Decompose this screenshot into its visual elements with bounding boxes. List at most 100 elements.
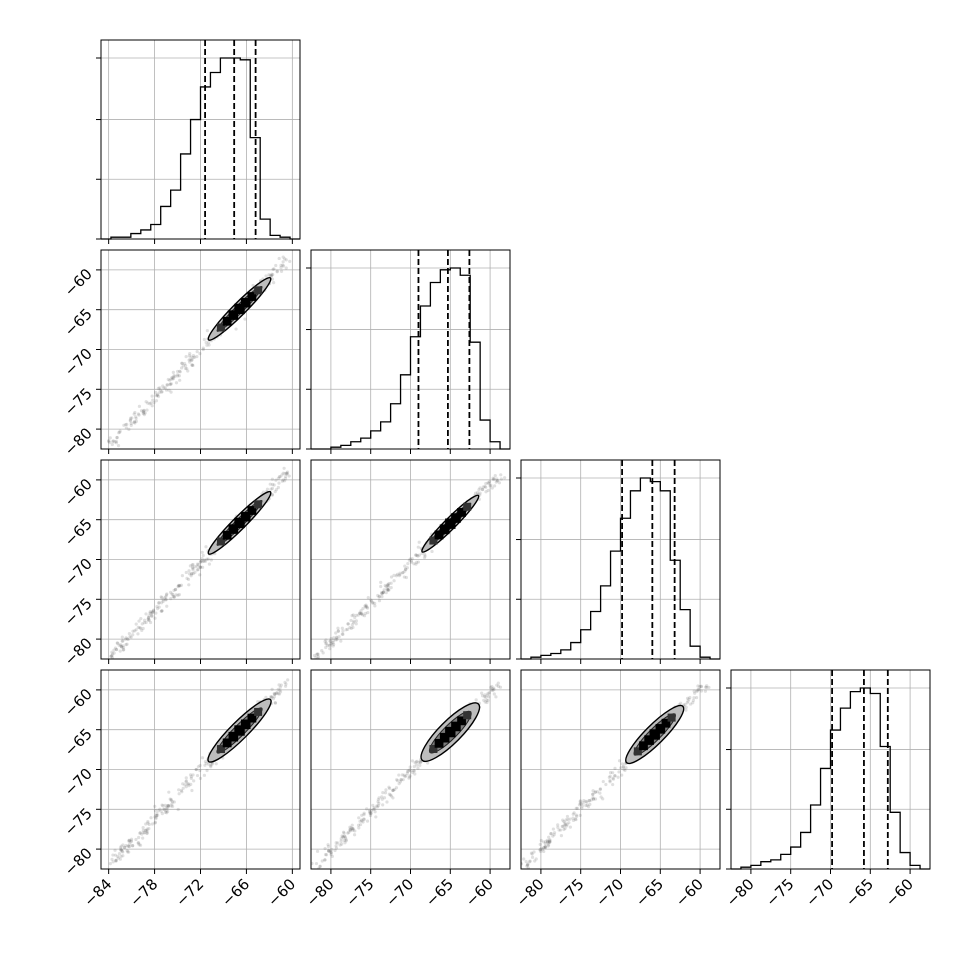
- scatter-point: [283, 257, 287, 261]
- scatter-point: [331, 638, 336, 643]
- scatter-point: [204, 545, 208, 549]
- scatter-point: [689, 702, 693, 706]
- scatter-point: [386, 582, 390, 587]
- scatter-point: [328, 646, 332, 651]
- scatter-point: [198, 560, 202, 564]
- scatter-point: [169, 382, 173, 386]
- scatter-point: [545, 838, 549, 842]
- scatter-point: [164, 597, 168, 602]
- scatter-point: [604, 782, 608, 787]
- scatter-point: [269, 274, 273, 278]
- scatter-point: [386, 588, 390, 592]
- density-block: [247, 292, 257, 301]
- scatter-point: [189, 776, 193, 781]
- scatter-point: [168, 382, 172, 386]
- density-block: [639, 741, 648, 751]
- scatter-point: [413, 772, 417, 776]
- scatter-point: [334, 638, 338, 642]
- density-block: [216, 745, 225, 754]
- scatter-point: [548, 838, 552, 842]
- scatter-point: [543, 840, 548, 844]
- scatter-point: [404, 575, 408, 580]
- scatter-point: [200, 556, 204, 561]
- scatter-point: [187, 784, 191, 788]
- density-block: [240, 511, 251, 522]
- scatter-point: [325, 643, 330, 648]
- scatter-point: [148, 611, 152, 615]
- x-tick-label: −66: [218, 875, 253, 910]
- scatter-point: [623, 762, 627, 766]
- scatter-point: [404, 774, 408, 778]
- scatter-point: [191, 773, 195, 777]
- scatter-point: [121, 645, 126, 650]
- scatter-point: [346, 622, 350, 626]
- scatter-point: [116, 854, 120, 858]
- scatter-point: [533, 859, 537, 863]
- scatter-point: [159, 595, 163, 599]
- scatter-point: [423, 552, 427, 556]
- scatter-point: [140, 628, 144, 632]
- scatter-point: [495, 683, 499, 687]
- scatter-point: [121, 850, 125, 854]
- scatter-point: [196, 765, 201, 769]
- scatter-point: [318, 864, 322, 868]
- scatter-point: [387, 588, 391, 592]
- scatter-point: [619, 766, 623, 770]
- scatter-point: [150, 404, 154, 408]
- scatter-point: [114, 858, 118, 863]
- scatter-point: [547, 835, 551, 839]
- density-block: [667, 713, 676, 722]
- scatter-point: [209, 558, 213, 562]
- scatter-point: [151, 608, 156, 612]
- scatter-point: [284, 258, 288, 262]
- scatter-point: [383, 583, 387, 588]
- density-block: [216, 323, 225, 332]
- scatter-point: [112, 648, 116, 652]
- scatter-point: [281, 255, 285, 259]
- scatter-point: [114, 859, 118, 863]
- scatter-point: [283, 471, 287, 476]
- scatter-point: [593, 790, 597, 794]
- scatter-point: [330, 847, 334, 852]
- scatter-point: [694, 695, 699, 700]
- scatter-point: [538, 842, 542, 847]
- scatter-point: [593, 790, 597, 794]
- scatter-point: [335, 636, 339, 640]
- scatter-point: [108, 862, 112, 866]
- x-tick-label: −75: [762, 875, 797, 910]
- scatter-point: [575, 814, 579, 818]
- scatter-point: [119, 844, 123, 848]
- scatter-point: [334, 631, 338, 635]
- scatter-point: [486, 488, 490, 493]
- density-block: [222, 316, 232, 326]
- scatter-point: [189, 358, 194, 362]
- scatter-point: [199, 559, 203, 563]
- scatter-point: [268, 273, 272, 278]
- scatter-point: [546, 840, 550, 844]
- scatter-point: [134, 416, 138, 421]
- scatter-point: [379, 584, 383, 589]
- scatter-point: [147, 616, 151, 620]
- scatter-point: [181, 782, 185, 786]
- scatter-point: [530, 855, 535, 859]
- scatter-point: [359, 609, 363, 613]
- scatter-point: [270, 687, 274, 691]
- scatter-point: [279, 683, 283, 687]
- scatter-point: [157, 391, 161, 395]
- scatter-point: [685, 696, 690, 700]
- scatter-point: [591, 797, 596, 801]
- scatter-point: [584, 799, 588, 804]
- density-block: [234, 725, 245, 736]
- scatter-point: [376, 800, 380, 804]
- scatter-point: [166, 809, 170, 814]
- scatter-point: [385, 587, 389, 591]
- scatter-point: [375, 804, 379, 808]
- scatter-point: [333, 848, 337, 853]
- scatter-point: [180, 361, 184, 365]
- scatter-point: [201, 347, 205, 352]
- scatter-point: [343, 836, 348, 840]
- scatter-point: [184, 785, 188, 789]
- scatter-point: [621, 765, 626, 769]
- scatter-point: [585, 800, 589, 804]
- scatter-point: [154, 813, 158, 818]
